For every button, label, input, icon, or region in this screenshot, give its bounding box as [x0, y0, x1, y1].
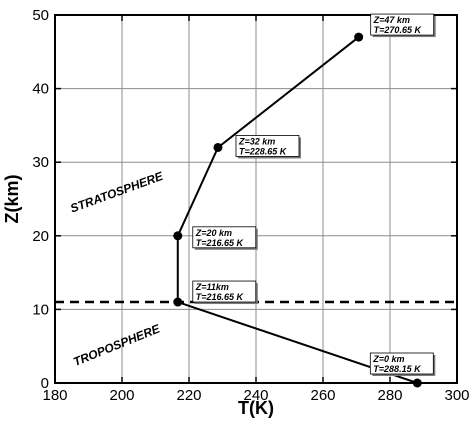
x-tick-label-1: 200 [109, 387, 134, 404]
annotation-text-4-0: Z=47 km [373, 15, 410, 25]
annotation-text-3-1: T=228.65 K [239, 146, 288, 156]
y-tick-label-3: 30 [32, 154, 49, 171]
y-tick-label-5: 50 [32, 7, 49, 24]
annotation-text-2-1: T=216.65 K [196, 238, 245, 248]
x-axis-label: T(K) [238, 398, 274, 418]
annotation-text-0-0: Z=0 km [372, 354, 404, 364]
annotation-text-3-0: Z=32 km [238, 136, 275, 146]
y-tick-label-4: 40 [32, 81, 49, 98]
x-tick-label-2: 220 [176, 387, 201, 404]
annotation-box-4 [370, 13, 435, 36]
data-point-4 [354, 32, 364, 42]
annotation-box-3 [235, 135, 300, 157]
region-label-troposphere: TROPOSPHERE [71, 321, 162, 369]
y-tick-label-2: 20 [32, 228, 49, 245]
annotation-text-4-1: T=270.65 K [374, 25, 423, 35]
region-label-stratosphere: STRATOSPHERE [68, 169, 165, 216]
annotation-text-1-1: T=216.65 K [196, 292, 245, 302]
annotation-box-0 [369, 352, 434, 375]
y-tick-label-1: 10 [32, 301, 49, 318]
annotation-box-1 [192, 280, 257, 303]
data-point-2 [173, 231, 183, 241]
y-tick-label-0: 0 [41, 375, 49, 392]
data-point-0 [412, 378, 422, 388]
x-tick-label-6: 300 [444, 387, 469, 404]
annotation-text-1-0: Z=11km [195, 282, 229, 292]
x-tick-label-4: 260 [310, 387, 335, 404]
data-point-1 [173, 297, 183, 307]
x-tick-label-3: 240 [243, 387, 268, 404]
x-tick-label-5: 280 [377, 387, 402, 404]
annotation-text-2-0: Z=20 km [195, 228, 232, 238]
annotation-text-0-1: T=288.15 K [373, 364, 422, 374]
y-axis-label: Z(km) [2, 174, 22, 223]
x-tick-label-0: 180 [42, 387, 67, 404]
data-point-3 [213, 142, 223, 152]
annotation-box-2 [192, 226, 257, 249]
